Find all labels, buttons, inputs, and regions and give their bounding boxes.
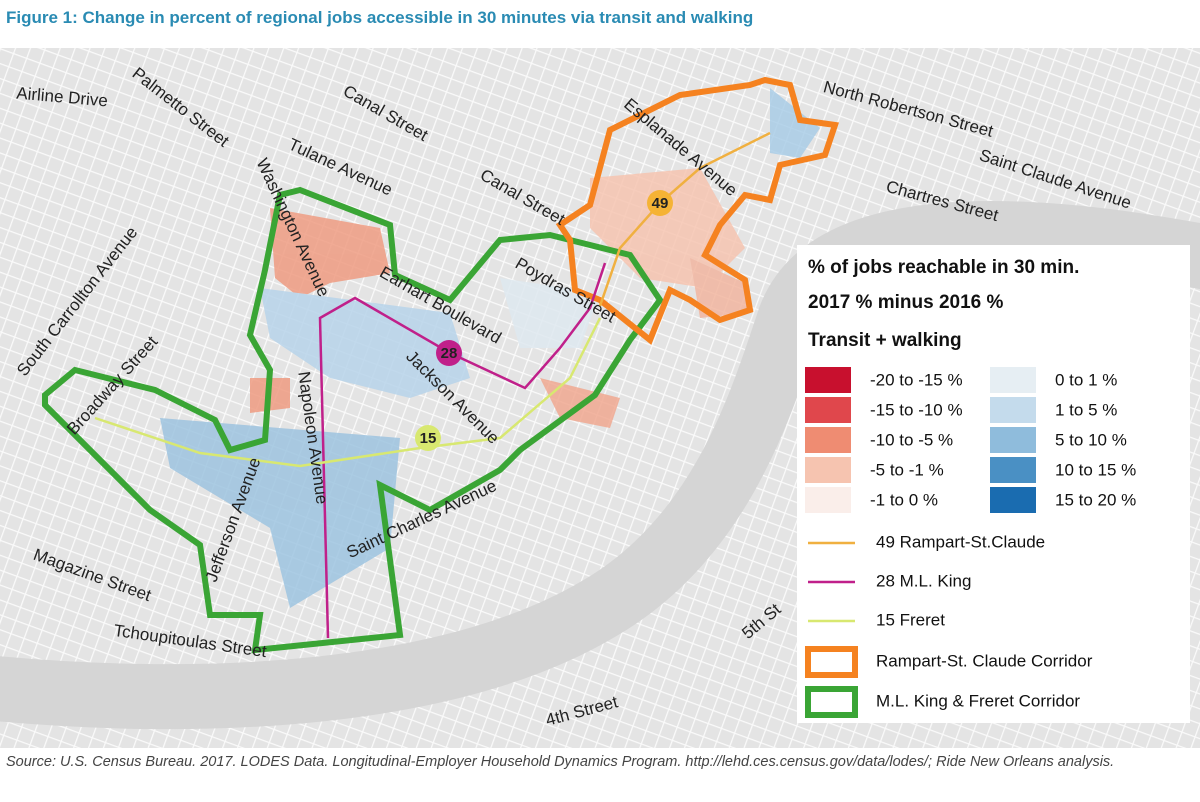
legend-swatch (805, 367, 851, 393)
legend-title: Transit + walking (808, 330, 962, 351)
route-badge (647, 190, 673, 216)
legend-label: 1 to 5 % (1055, 400, 1117, 419)
legend-swatch (990, 487, 1036, 513)
route-28 (318, 262, 607, 639)
legend-swatch (805, 457, 851, 483)
legend-label: 10 to 15 % (1055, 460, 1136, 479)
legend-outline (805, 686, 858, 718)
change-areas (160, 88, 820, 608)
legend-swatch (805, 397, 851, 423)
legend-label: -10 to -5 % (870, 430, 953, 449)
legend-label: 0 to 1 % (1055, 370, 1117, 389)
river (0, 201, 1200, 730)
mlk-freret-corridor (42, 186, 664, 654)
legend-label: Rampart-St. Claude Corridor (876, 651, 1093, 670)
legend-label: -20 to -15 % (870, 370, 963, 389)
legend-label: 28 M.L. King (876, 571, 971, 590)
route-badge (436, 340, 462, 366)
legend-box (797, 245, 1190, 723)
legend-swatch (805, 487, 851, 513)
legend-label: 49 Rampart-St.Claude (876, 532, 1045, 551)
figure-title: Figure 1: Change in percent of regional … (6, 8, 754, 27)
source-note: Source: U.S. Census Bureau. 2017. LODES … (6, 754, 1115, 770)
legend-swatch (990, 397, 1036, 423)
legend-label: M.L. King & Freret Corridor (876, 691, 1080, 710)
legend-label: 15 to 20 % (1055, 490, 1136, 509)
route-badge (415, 425, 441, 451)
rampart-corridor (555, 76, 839, 345)
legend-swatch (805, 427, 851, 453)
legend-label: 5 to 10 % (1055, 430, 1127, 449)
legend-label: -1 to 0 % (870, 490, 938, 509)
legend-label: -5 to -1 % (870, 460, 944, 479)
route-badge-label: 49 (652, 195, 669, 212)
route-badge-label: 15 (420, 430, 437, 447)
legend-outline (805, 646, 858, 678)
legend-swatch (990, 427, 1036, 453)
legend-title: 2017 % minus 2016 % (808, 292, 1003, 313)
legend-swatch (990, 367, 1036, 393)
legend-label: -15 to -10 % (870, 400, 963, 419)
legend-label: 15 Freret (876, 610, 945, 629)
legend-swatch (990, 457, 1036, 483)
route-badge-label: 28 (441, 345, 458, 362)
legend-title: % of jobs reachable in 30 min. (808, 257, 1079, 278)
